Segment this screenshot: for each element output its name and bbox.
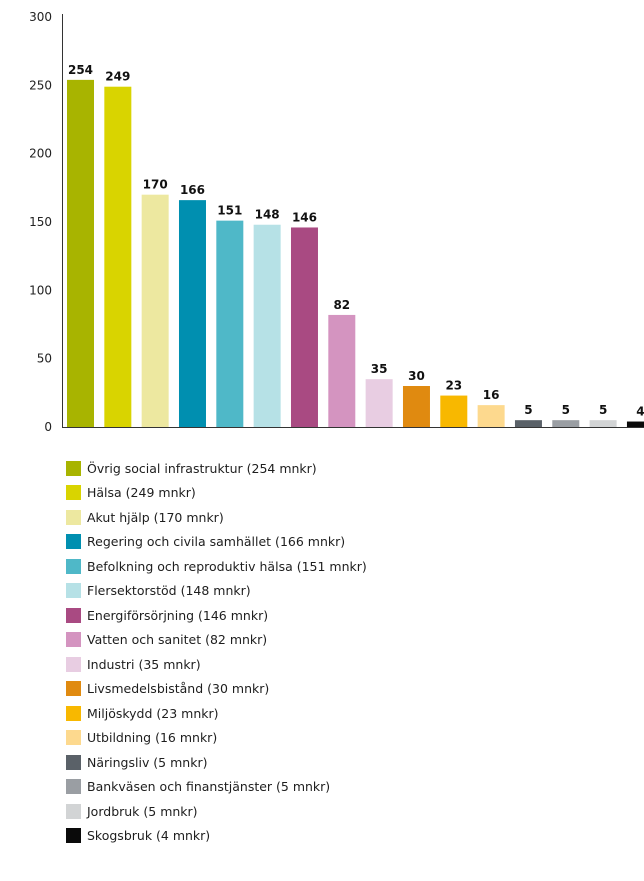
bar xyxy=(552,420,580,427)
legend-item: Näringsliv (5 mnkr) xyxy=(66,750,367,775)
legend-label: Regering och civila samhället (166 mnkr) xyxy=(87,534,346,550)
legend-label: Akut hjälp (170 mnkr) xyxy=(87,509,224,525)
bar xyxy=(402,386,430,427)
legend-swatch xyxy=(66,705,81,721)
bar xyxy=(178,200,206,427)
legend-item: Akut hjälp (170 mnkr) xyxy=(66,505,367,530)
bar-chart: 0 50 100 150 200 250 300 254 249 170 166 151 148 146 8… xyxy=(29,10,644,434)
bar xyxy=(290,227,318,427)
legend-swatch xyxy=(66,632,81,648)
bar xyxy=(626,421,644,427)
legend-label: Vatten och sanitet (82 mnkr) xyxy=(87,632,268,648)
legend-swatch xyxy=(66,509,81,525)
bar-value-label: 4 xyxy=(636,405,644,419)
legend-swatch xyxy=(66,534,81,550)
bar-value-label: 249 xyxy=(105,70,130,84)
y-tick-label: 200 xyxy=(29,147,52,161)
legend-label: Miljöskydd (23 mnkr) xyxy=(87,705,219,721)
bar-value-label: 30 xyxy=(408,369,425,383)
bar-value-label: 151 xyxy=(217,204,242,218)
legend-swatch xyxy=(66,485,81,501)
bar-value-label: 5 xyxy=(524,403,532,417)
legend-item: Hälsa (249 mnkr) xyxy=(66,481,367,506)
chart-legend: Övrig social infrastruktur (254 mnkr) Häl… xyxy=(66,456,367,848)
bar-value-label: 5 xyxy=(599,403,607,417)
legend-item: Industri (35 mnkr) xyxy=(66,652,367,677)
legend-label: Jordbruk (5 mnkr) xyxy=(87,803,198,819)
legend-label: Industri (35 mnkr) xyxy=(87,656,201,672)
bar xyxy=(67,79,94,428)
legend-swatch xyxy=(66,460,81,476)
legend-swatch xyxy=(66,558,81,574)
legend-label: Utbildning (16 mnkr) xyxy=(87,730,218,746)
bar-value-label: 148 xyxy=(255,208,280,222)
y-tick-label: 250 xyxy=(29,78,52,92)
bar xyxy=(141,194,169,427)
legend-swatch xyxy=(66,583,81,599)
y-tick-label: 0 xyxy=(44,420,52,434)
bar xyxy=(216,220,244,427)
bar-value-label: 35 xyxy=(371,362,388,376)
bar xyxy=(589,420,617,427)
legend-swatch xyxy=(66,607,81,623)
bar xyxy=(365,379,393,427)
legend-label: Flersektorstöd (148 mnkr) xyxy=(87,583,251,599)
bar xyxy=(514,420,542,427)
y-tick-label: 100 xyxy=(29,283,52,297)
legend-item: Jordbruk (5 mnkr) xyxy=(66,799,367,824)
bar-value-label: 146 xyxy=(292,210,317,224)
bar xyxy=(104,86,132,427)
bar-value-label: 170 xyxy=(143,178,168,192)
bar xyxy=(440,395,468,427)
legend-item: Utbildning (16 mnkr) xyxy=(66,726,367,751)
bar xyxy=(477,405,505,427)
legend-item: Bankväsen och finanstjänster (5 mnkr) xyxy=(66,775,367,800)
legend-swatch xyxy=(66,754,81,770)
legend-label: Livsmedelsbistånd (30 mnkr) xyxy=(87,681,270,697)
bar-value-label: 5 xyxy=(562,403,570,417)
bar-value-label: 82 xyxy=(333,298,350,312)
legend-label: Befolkning och reproduktiv hälsa (151 mn… xyxy=(87,558,367,574)
y-tick-label: 300 xyxy=(29,10,52,24)
legend-swatch xyxy=(66,681,81,697)
legend-item: Flersektorstöd (148 mnkr) xyxy=(66,579,367,604)
legend-swatch xyxy=(66,803,81,819)
legend-label: Hälsa (249 mnkr) xyxy=(87,485,196,501)
bar xyxy=(328,314,356,427)
legend-item: Miljöskydd (23 mnkr) xyxy=(66,701,367,726)
legend-item: Energiförsörjning (146 mnkr) xyxy=(66,603,367,628)
legend-swatch xyxy=(66,779,81,795)
legend-swatch xyxy=(66,656,81,672)
legend-label: Näringsliv (5 mnkr) xyxy=(87,754,208,770)
legend-item: Skogsbruk (4 mnkr) xyxy=(66,824,367,849)
bar-value-label: 23 xyxy=(445,379,462,393)
legend-item: Övrig social infrastruktur (254 mnkr) xyxy=(66,456,367,481)
bar-value-label: 166 xyxy=(180,183,205,197)
legend-item: Vatten och sanitet (82 mnkr) xyxy=(66,628,367,653)
legend-swatch xyxy=(66,828,81,844)
bar-value-label: 254 xyxy=(68,63,93,77)
legend-label: Övrig social infrastruktur (254 mnkr) xyxy=(87,460,317,476)
bar-value-label: 16 xyxy=(483,388,500,402)
legend-item: Livsmedelsbistånd (30 mnkr) xyxy=(66,677,367,702)
bar xyxy=(253,224,281,427)
y-tick-label: 150 xyxy=(29,215,52,229)
legend-swatch xyxy=(66,730,81,746)
legend-label: Bankväsen och finanstjänster (5 mnkr) xyxy=(87,779,331,795)
legend-item: Regering och civila samhället (166 mnkr) xyxy=(66,530,367,555)
y-tick-label: 50 xyxy=(37,352,52,366)
legend-label: Skogsbruk (4 mnkr) xyxy=(87,828,211,844)
legend-label: Energiförsörjning (146 mnkr) xyxy=(87,607,269,623)
legend-item: Befolkning och reproduktiv hälsa (151 mn… xyxy=(66,554,367,579)
